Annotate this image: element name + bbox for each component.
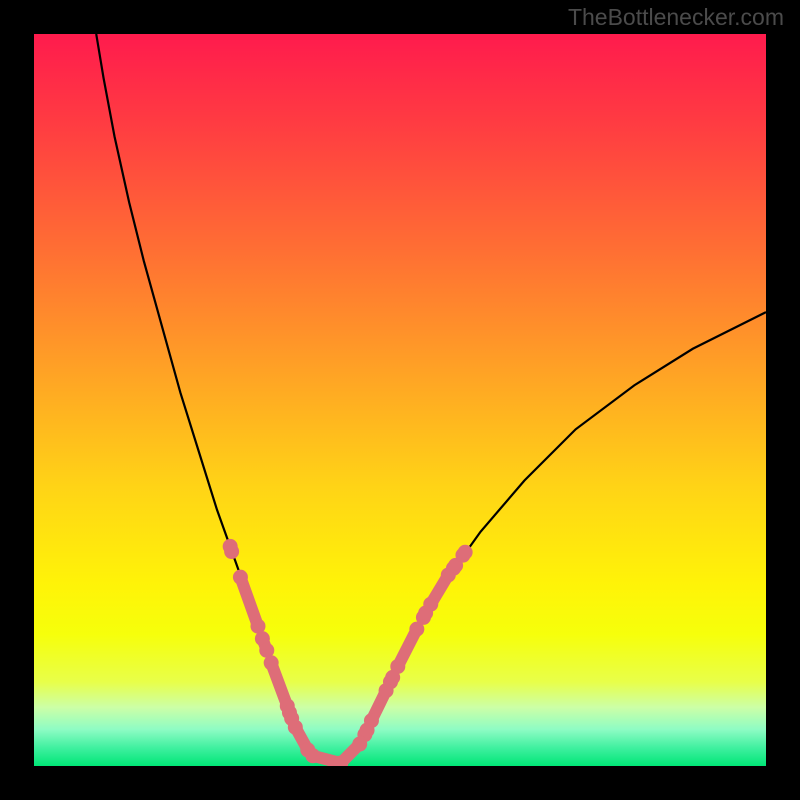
bead-endcap <box>305 748 320 763</box>
watermark-text: TheBottlenecker.com <box>568 4 784 31</box>
plot-area <box>34 34 766 766</box>
bead-endcap <box>288 720 303 735</box>
chart-container: TheBottlenecker.com <box>0 0 800 800</box>
bead-endcap <box>364 713 379 728</box>
bead-endcap <box>264 655 279 670</box>
bead-endcap <box>224 544 239 559</box>
bead-endcap <box>233 570 248 585</box>
plot-svg <box>34 34 766 766</box>
bead-endcap <box>423 597 438 612</box>
bead-endcap <box>458 545 473 560</box>
bead-endcap <box>390 659 405 674</box>
